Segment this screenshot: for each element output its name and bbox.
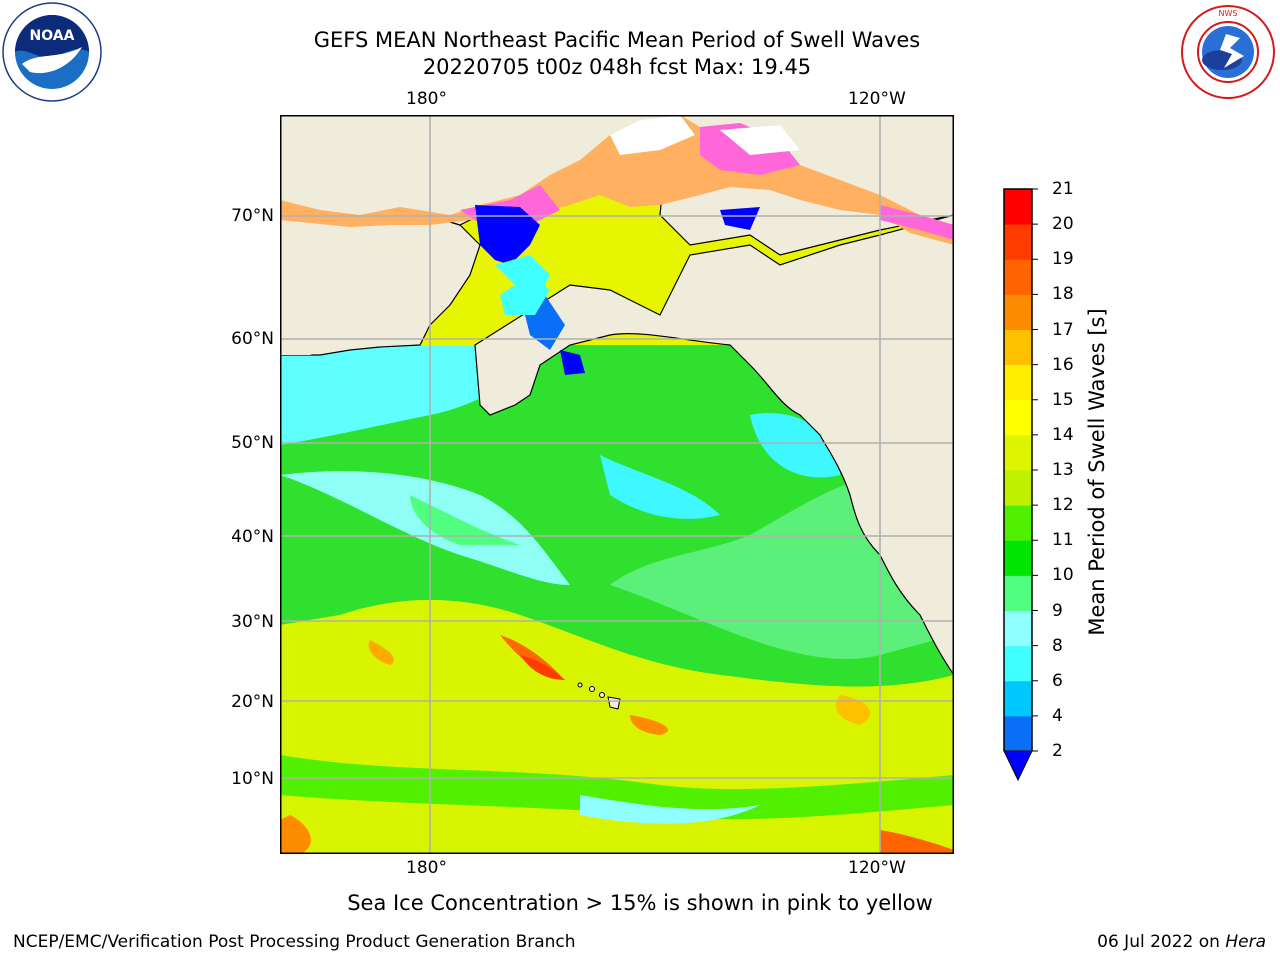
chart-subtitle: 20220705 t00z 048h fcst Max: 19.45 [422, 55, 812, 79]
colorbar [1003, 188, 1038, 782]
lon-label-top-180: 180° [406, 89, 447, 109]
sea-ice-note: Sea Ice Concentration > 15% is shown in … [347, 891, 933, 915]
svg-text:NWS: NWS [1219, 9, 1238, 18]
colorbar-segment [1004, 470, 1032, 506]
colorbar-extend-arrow [1003, 750, 1033, 782]
colorbar-segment [1004, 540, 1032, 576]
colorbar-tick-label: 20 [1052, 214, 1074, 235]
footer-host: Hera [1225, 932, 1266, 952]
colorbar-tick-label: 9 [1052, 600, 1063, 621]
colorbar-segment [1004, 364, 1032, 401]
lon-label-bottom-180: 180° [406, 858, 447, 878]
colorbar-tick-label: 19 [1052, 249, 1074, 270]
footer-date-text: 06 Jul 2022 on [1097, 932, 1220, 952]
nws-logo-icon: NWS [1181, 5, 1275, 99]
colorbar-tick-label: 12 [1052, 495, 1074, 516]
colorbar-tick-label: 2 [1052, 741, 1063, 761]
colorbar-segment [1004, 680, 1032, 717]
lon-label-top-120w: 120°W [848, 89, 906, 109]
lon-label-bottom-120w: 120°W [848, 858, 906, 878]
colorbar-tick-label: 15 [1052, 389, 1074, 410]
colorbar-segment [1004, 505, 1032, 541]
chart-title: GEFS MEAN Northeast Pacific Mean Period … [313, 28, 921, 52]
noaa-wordmark: NOAA [30, 28, 75, 44]
noaa-logo-icon: NOAA [2, 2, 102, 102]
colorbar-tick-label: 6 [1052, 670, 1063, 691]
colorbar-segment [1004, 259, 1032, 295]
colorbar-tick-label: 4 [1052, 705, 1063, 726]
map-gridlines [280, 115, 954, 854]
colorbar-tick-label: 21 [1052, 179, 1074, 199]
lat-label-50n: 50°N [231, 433, 274, 453]
colorbar-segment [1004, 399, 1032, 436]
colorbar-tick-label: 10 [1052, 565, 1074, 586]
colorbar-label: Mean Period of Swell Waves [s] [1085, 308, 1109, 636]
colorbar-segment [1004, 715, 1032, 752]
colorbar-tick-label: 11 [1052, 530, 1074, 551]
footer-date: 06 Jul 2022 on Hera [1097, 932, 1266, 952]
lat-label-40n: 40°N [231, 527, 274, 547]
colorbar-tick-label: 17 [1052, 319, 1074, 340]
colorbar-tick-label: 13 [1052, 460, 1074, 480]
colorbar-segment [1004, 294, 1032, 330]
colorbar-segment [1004, 645, 1032, 682]
lat-label-70n: 70°N [231, 206, 274, 226]
lat-label-10n: 10°N [231, 769, 274, 789]
colorbar-segment [1004, 224, 1032, 260]
colorbar-tick-label: 8 [1052, 635, 1063, 656]
lat-label-60n: 60°N [231, 329, 274, 349]
colorbar-segment [1004, 189, 1032, 225]
colorbar-tick-label: 14 [1052, 424, 1074, 445]
colorbar-segment [1004, 329, 1032, 366]
colorbar-segment [1004, 434, 1032, 471]
footer-credit: NCEP/EMC/Verification Post Processing Pr… [13, 932, 576, 952]
colorbar-segment [1004, 575, 1032, 611]
lat-label-20n: 20°N [231, 692, 274, 712]
swell-period-map [280, 115, 954, 854]
colorbar-segment [1004, 610, 1032, 647]
lat-label-30n: 30°N [231, 612, 274, 632]
colorbar-tick-label: 16 [1052, 354, 1074, 375]
colorbar-tick-label: 18 [1052, 284, 1074, 305]
